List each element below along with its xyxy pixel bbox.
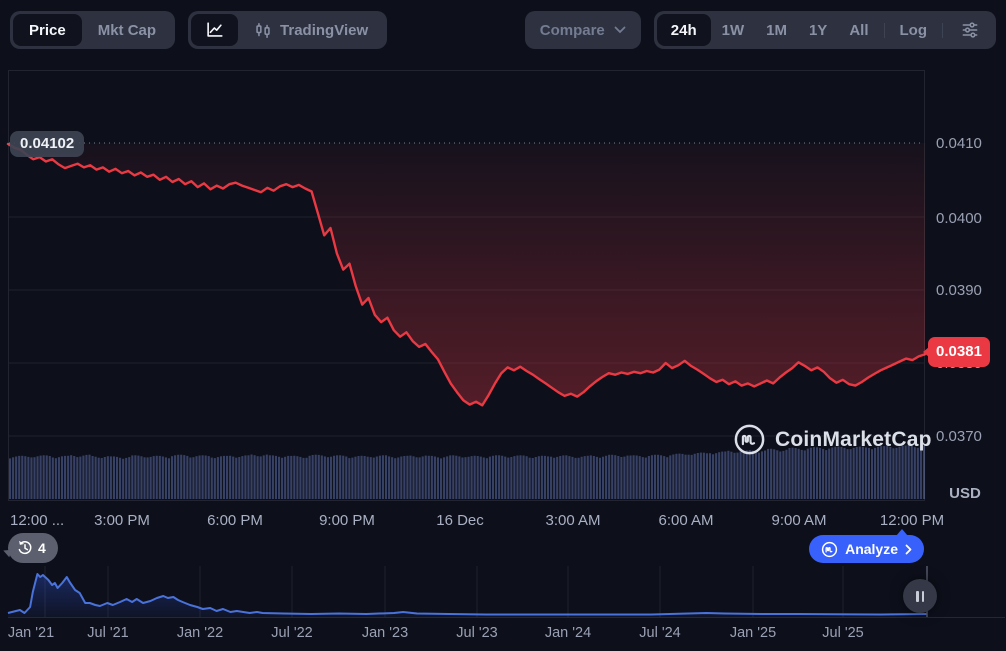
watermark-text: CoinMarketCap <box>775 427 932 451</box>
x-axis-label: 12:00 PM <box>879 512 945 529</box>
timeline-label: Jul '23 <box>456 625 498 641</box>
candlestick-icon <box>254 21 272 40</box>
x-axis-label: 12:00 ... <box>10 512 65 529</box>
x-axis-label: 16 Dec <box>436 512 484 529</box>
analyze-button[interactable]: Analyze <box>809 529 924 563</box>
tradingview-label: TradingView <box>280 21 369 39</box>
history-clock-icon <box>17 540 33 556</box>
range-24h[interactable]: 24h <box>656 14 711 46</box>
navigator-handle[interactable] <box>903 579 937 613</box>
coinmarketcap-logo-icon <box>733 423 766 456</box>
x-axis-label: 9:00 PM <box>319 512 375 529</box>
current-price-badge: 0.0381 <box>923 337 990 367</box>
price-mktcap-toggle: Price Mkt Cap <box>10 11 176 49</box>
toolbar-right: Compare 24h 1W 1M 1Y All Log <box>524 11 996 49</box>
range-1w[interactable]: 1W <box>711 14 756 46</box>
price-tab[interactable]: Price <box>13 14 82 46</box>
range-all[interactable]: All <box>838 14 879 46</box>
timeline-label: Jan '25 <box>729 625 777 641</box>
timeline-label: Jul '22 <box>271 625 313 641</box>
history-count: 4 <box>38 540 46 556</box>
mktcap-tab[interactable]: Mkt Cap <box>82 14 172 46</box>
coinmarketcap-logo-icon <box>821 541 838 558</box>
range-1y[interactable]: 1Y <box>798 14 838 46</box>
chevron-down-icon <box>614 26 626 34</box>
y-axis-label: 0.0400 <box>936 210 982 227</box>
timeline-label: Jul '21 <box>87 625 129 641</box>
compare-label: Compare <box>539 21 605 39</box>
x-axis-label: 9:00 AM <box>771 512 827 529</box>
x-axis-label: 6:00 AM <box>658 512 714 529</box>
compare-button[interactable]: Compare <box>524 11 641 49</box>
coinmarketcap-watermark: CoinMarketCap <box>733 423 932 456</box>
unit-label: USD <box>949 485 981 502</box>
chart-type-toggle: TradingView <box>188 11 388 49</box>
divider <box>942 22 943 38</box>
range-1m[interactable]: 1M <box>755 14 798 46</box>
timeline-label: Jan '23 <box>361 625 409 641</box>
x-axis-label: 3:00 PM <box>94 512 150 529</box>
chevron-right-icon <box>905 544 912 555</box>
analysis-history-badge[interactable]: 4 <box>8 533 58 563</box>
log-scale-button[interactable]: Log <box>889 14 939 46</box>
toolbar-left: Price Mkt Cap TradingView <box>10 11 388 49</box>
y-axis-label: 0.0410 <box>936 135 982 152</box>
tradingview-button[interactable]: TradingView <box>238 14 384 46</box>
line-chart-button[interactable] <box>191 14 239 46</box>
open-price-label: 0.04102 <box>10 131 85 157</box>
timeline-label: Jul '24 <box>639 625 681 641</box>
analyze-label: Analyze <box>845 541 898 557</box>
timeline-label: Jan '24 <box>544 625 592 641</box>
x-axis-label: 3:00 AM <box>545 512 601 529</box>
y-axis-label: 0.0390 <box>936 282 982 299</box>
sliders-icon <box>960 20 980 40</box>
divider <box>883 22 885 38</box>
x-axis-label: 6:00 PM <box>207 512 263 529</box>
range-selector: 24h 1W 1M 1Y All Log <box>653 11 996 49</box>
chart-settings-button[interactable] <box>947 14 993 46</box>
timeline-label: Jan '21 <box>7 625 55 641</box>
chart-toolbar: Price Mkt Cap TradingView <box>10 11 996 49</box>
y-axis-label: 0.0370 <box>936 428 982 445</box>
timeline-label: Jan '22 <box>176 625 224 641</box>
timeline-label: Jul '25 <box>822 625 864 641</box>
line-chart-icon <box>204 20 225 40</box>
navigator-area[interactable] <box>8 565 927 618</box>
